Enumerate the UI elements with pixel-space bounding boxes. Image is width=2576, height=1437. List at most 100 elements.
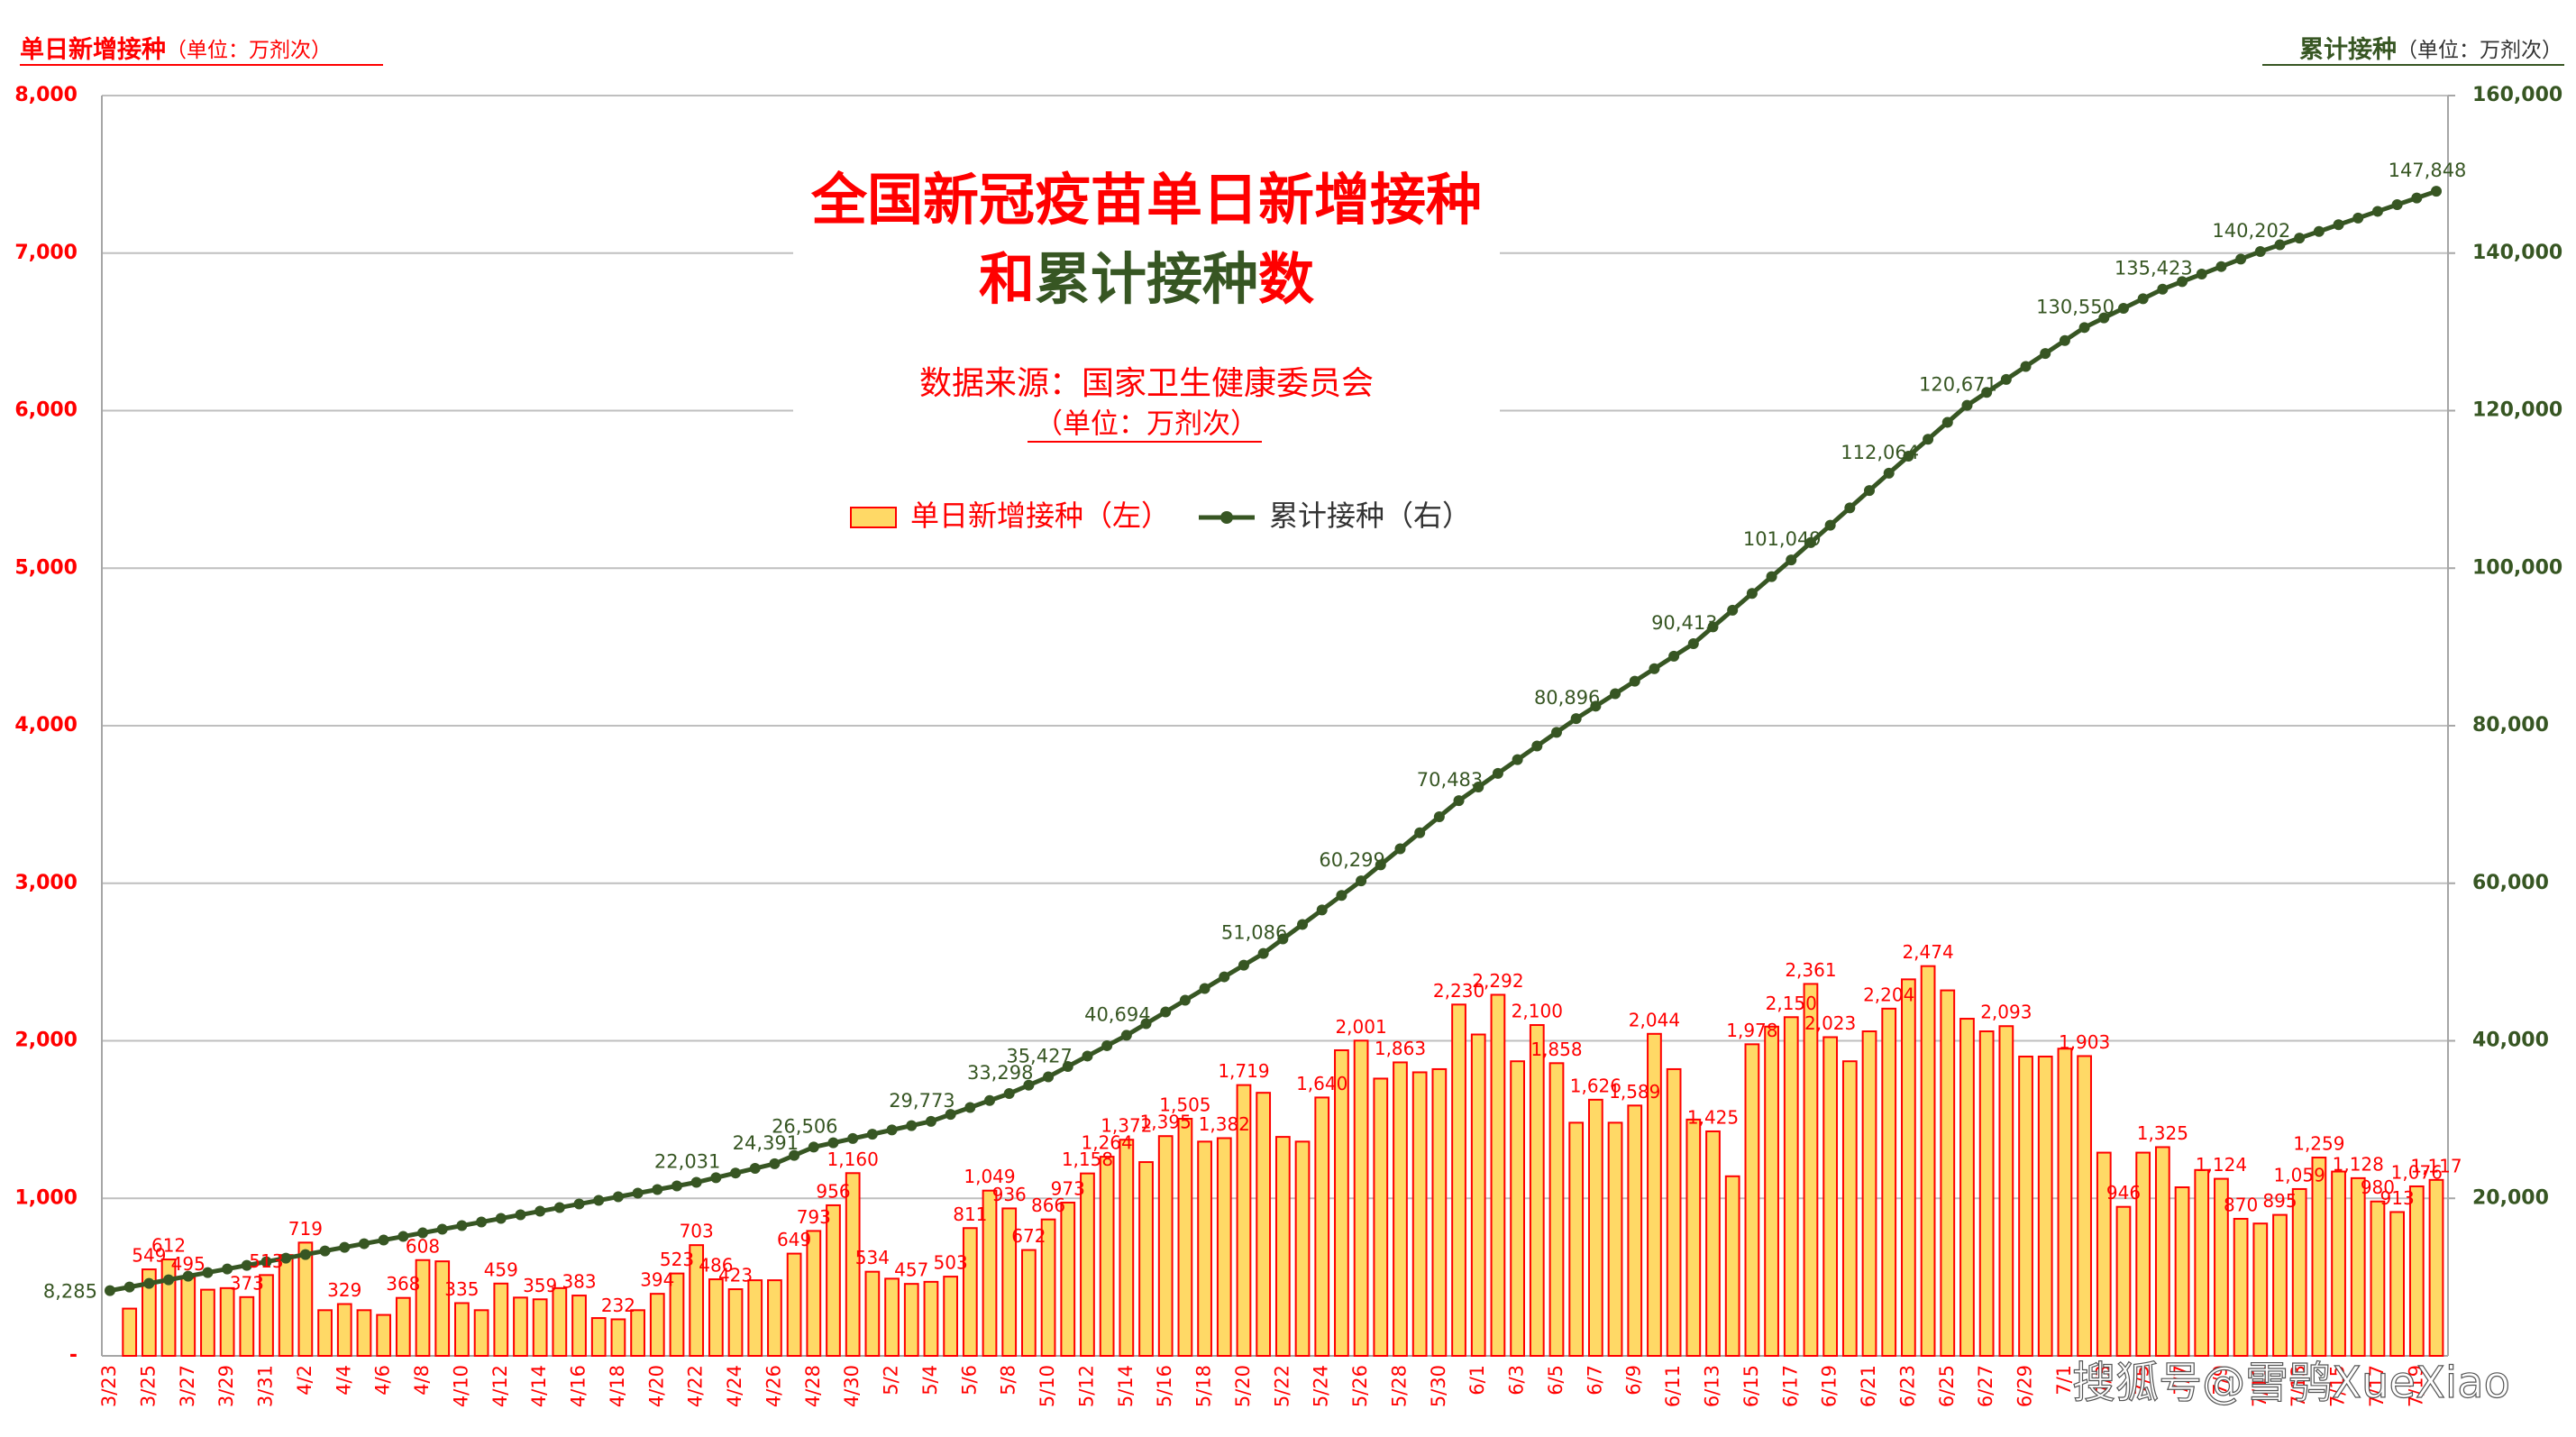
bar	[669, 1272, 685, 1357]
bar-value-label: 459	[484, 1259, 518, 1280]
line-point	[241, 1259, 252, 1271]
bar-value-label: 329	[327, 1279, 361, 1301]
y-axis-title: 单日新增接种（单位：万剂次）	[20, 35, 332, 64]
x-tick-label: 5/16	[1154, 1365, 1175, 1407]
bar	[1040, 1218, 1056, 1357]
line-point	[964, 1102, 976, 1113]
chart-title-line2: 和累计接种数	[979, 246, 1314, 312]
x-tick-label: 6/19	[1819, 1365, 1841, 1407]
x-tick-label: 4/24	[724, 1365, 745, 1407]
x-tick-label: 6/7	[1584, 1365, 1605, 1396]
bar-value-label: 1,059	[2274, 1164, 2325, 1185]
bar	[2331, 1170, 2346, 1357]
bar-value-label: 335	[444, 1278, 479, 1300]
bar-value-label: 423	[718, 1265, 753, 1286]
line-point	[1786, 554, 1797, 566]
line-point	[163, 1274, 175, 1286]
line-point	[1003, 1088, 1015, 1100]
bar	[356, 1309, 372, 1358]
y-tick-label: 1,000	[14, 1186, 78, 1209]
line-point	[1316, 904, 1328, 916]
x-tick-label: 6/15	[1740, 1365, 1762, 1407]
line-point	[1453, 795, 1465, 807]
line-point	[1179, 994, 1191, 1006]
bar	[2389, 1211, 2405, 1357]
bar-value-label: 1,505	[1159, 1094, 1210, 1116]
x-tick-label: 4/4	[333, 1365, 354, 1396]
line-point	[1375, 859, 1386, 871]
line-point	[1590, 700, 1602, 712]
line-point	[1746, 588, 1758, 600]
subtitle-unit: （单位：万剂次）	[1035, 408, 1258, 441]
y2-tick-label: 160,000	[2472, 84, 2562, 106]
bar	[1978, 1030, 1995, 1357]
bar	[903, 1283, 919, 1358]
line-point	[827, 1137, 839, 1149]
y2-tick-label: 120,000	[2472, 399, 2562, 422]
line-point	[1629, 675, 1640, 687]
line-point	[2098, 312, 2110, 324]
legend-label: 单日新增接种（左）	[910, 499, 1170, 533]
y2-tick-label: 140,000	[2472, 242, 2562, 264]
bar-value-label: 457	[894, 1259, 928, 1281]
bar-value-label: 1,372	[1101, 1115, 1152, 1137]
x-tick-label: 7/1	[2053, 1365, 2075, 1396]
x-tick-label: 7/9	[2209, 1365, 2231, 1396]
line-point	[2020, 361, 2032, 372]
bar	[2018, 1055, 2033, 1357]
x-tick-label: 6/11	[1662, 1365, 1684, 1407]
bar	[884, 1277, 900, 1358]
bar	[923, 1280, 939, 1358]
subtitle-source: 数据来源：国家卫生健康委员会	[919, 365, 1374, 402]
line-point	[397, 1231, 409, 1242]
x-tick-label: 4/30	[841, 1365, 863, 1407]
line-point	[1473, 781, 1484, 792]
bar	[943, 1276, 959, 1357]
bar-value-label: 936	[992, 1184, 1027, 1205]
line-point	[1649, 663, 1660, 674]
bar	[1803, 983, 1819, 1358]
bar	[1510, 1060, 1525, 1358]
x-tick-label: 5/14	[1115, 1365, 1137, 1407]
bar	[1705, 1130, 1721, 1357]
x-tick-label: 4/20	[645, 1365, 667, 1407]
bar-value-label: 1,158	[1062, 1149, 1113, 1170]
x-tick-label: 3/29	[215, 1365, 237, 1407]
bar	[1099, 1156, 1115, 1357]
x-tick-label: 4/6	[372, 1365, 394, 1396]
bar	[864, 1270, 881, 1357]
line-point	[1120, 1030, 1132, 1041]
line-value-label: 8,285	[43, 1281, 97, 1303]
line-value-label: 130,550	[2036, 296, 2115, 317]
bar	[200, 1288, 215, 1357]
bar-value-label: 895	[2262, 1190, 2297, 1212]
line-series	[105, 186, 2442, 1296]
bar-value-label: 1,863	[1375, 1038, 1426, 1059]
bar	[1411, 1071, 1428, 1357]
bar	[454, 1302, 470, 1357]
bar-value-label: 811	[953, 1204, 987, 1225]
line-point	[1941, 416, 1953, 428]
bar	[2077, 1055, 2092, 1358]
title-box	[793, 164, 1500, 444]
bar	[786, 1252, 802, 1358]
bar	[590, 1317, 607, 1358]
bar	[1431, 1067, 1448, 1357]
bar	[1724, 1175, 1740, 1358]
bar	[2154, 1146, 2170, 1358]
bar	[1236, 1084, 1252, 1357]
x-tick-label: 7/15	[2327, 1365, 2349, 1407]
line-point	[2177, 276, 2188, 288]
bar	[1568, 1121, 1585, 1357]
bar	[571, 1295, 587, 1358]
bar-value-label: 956	[816, 1180, 850, 1202]
bar	[395, 1296, 411, 1358]
line-point	[2411, 192, 2423, 204]
line-point	[710, 1172, 722, 1184]
bar-value-label: 1,858	[1530, 1039, 1582, 1060]
bar-value-label: 946	[2106, 1182, 2141, 1204]
line-point	[1707, 621, 1719, 633]
line-point	[1219, 971, 1230, 983]
